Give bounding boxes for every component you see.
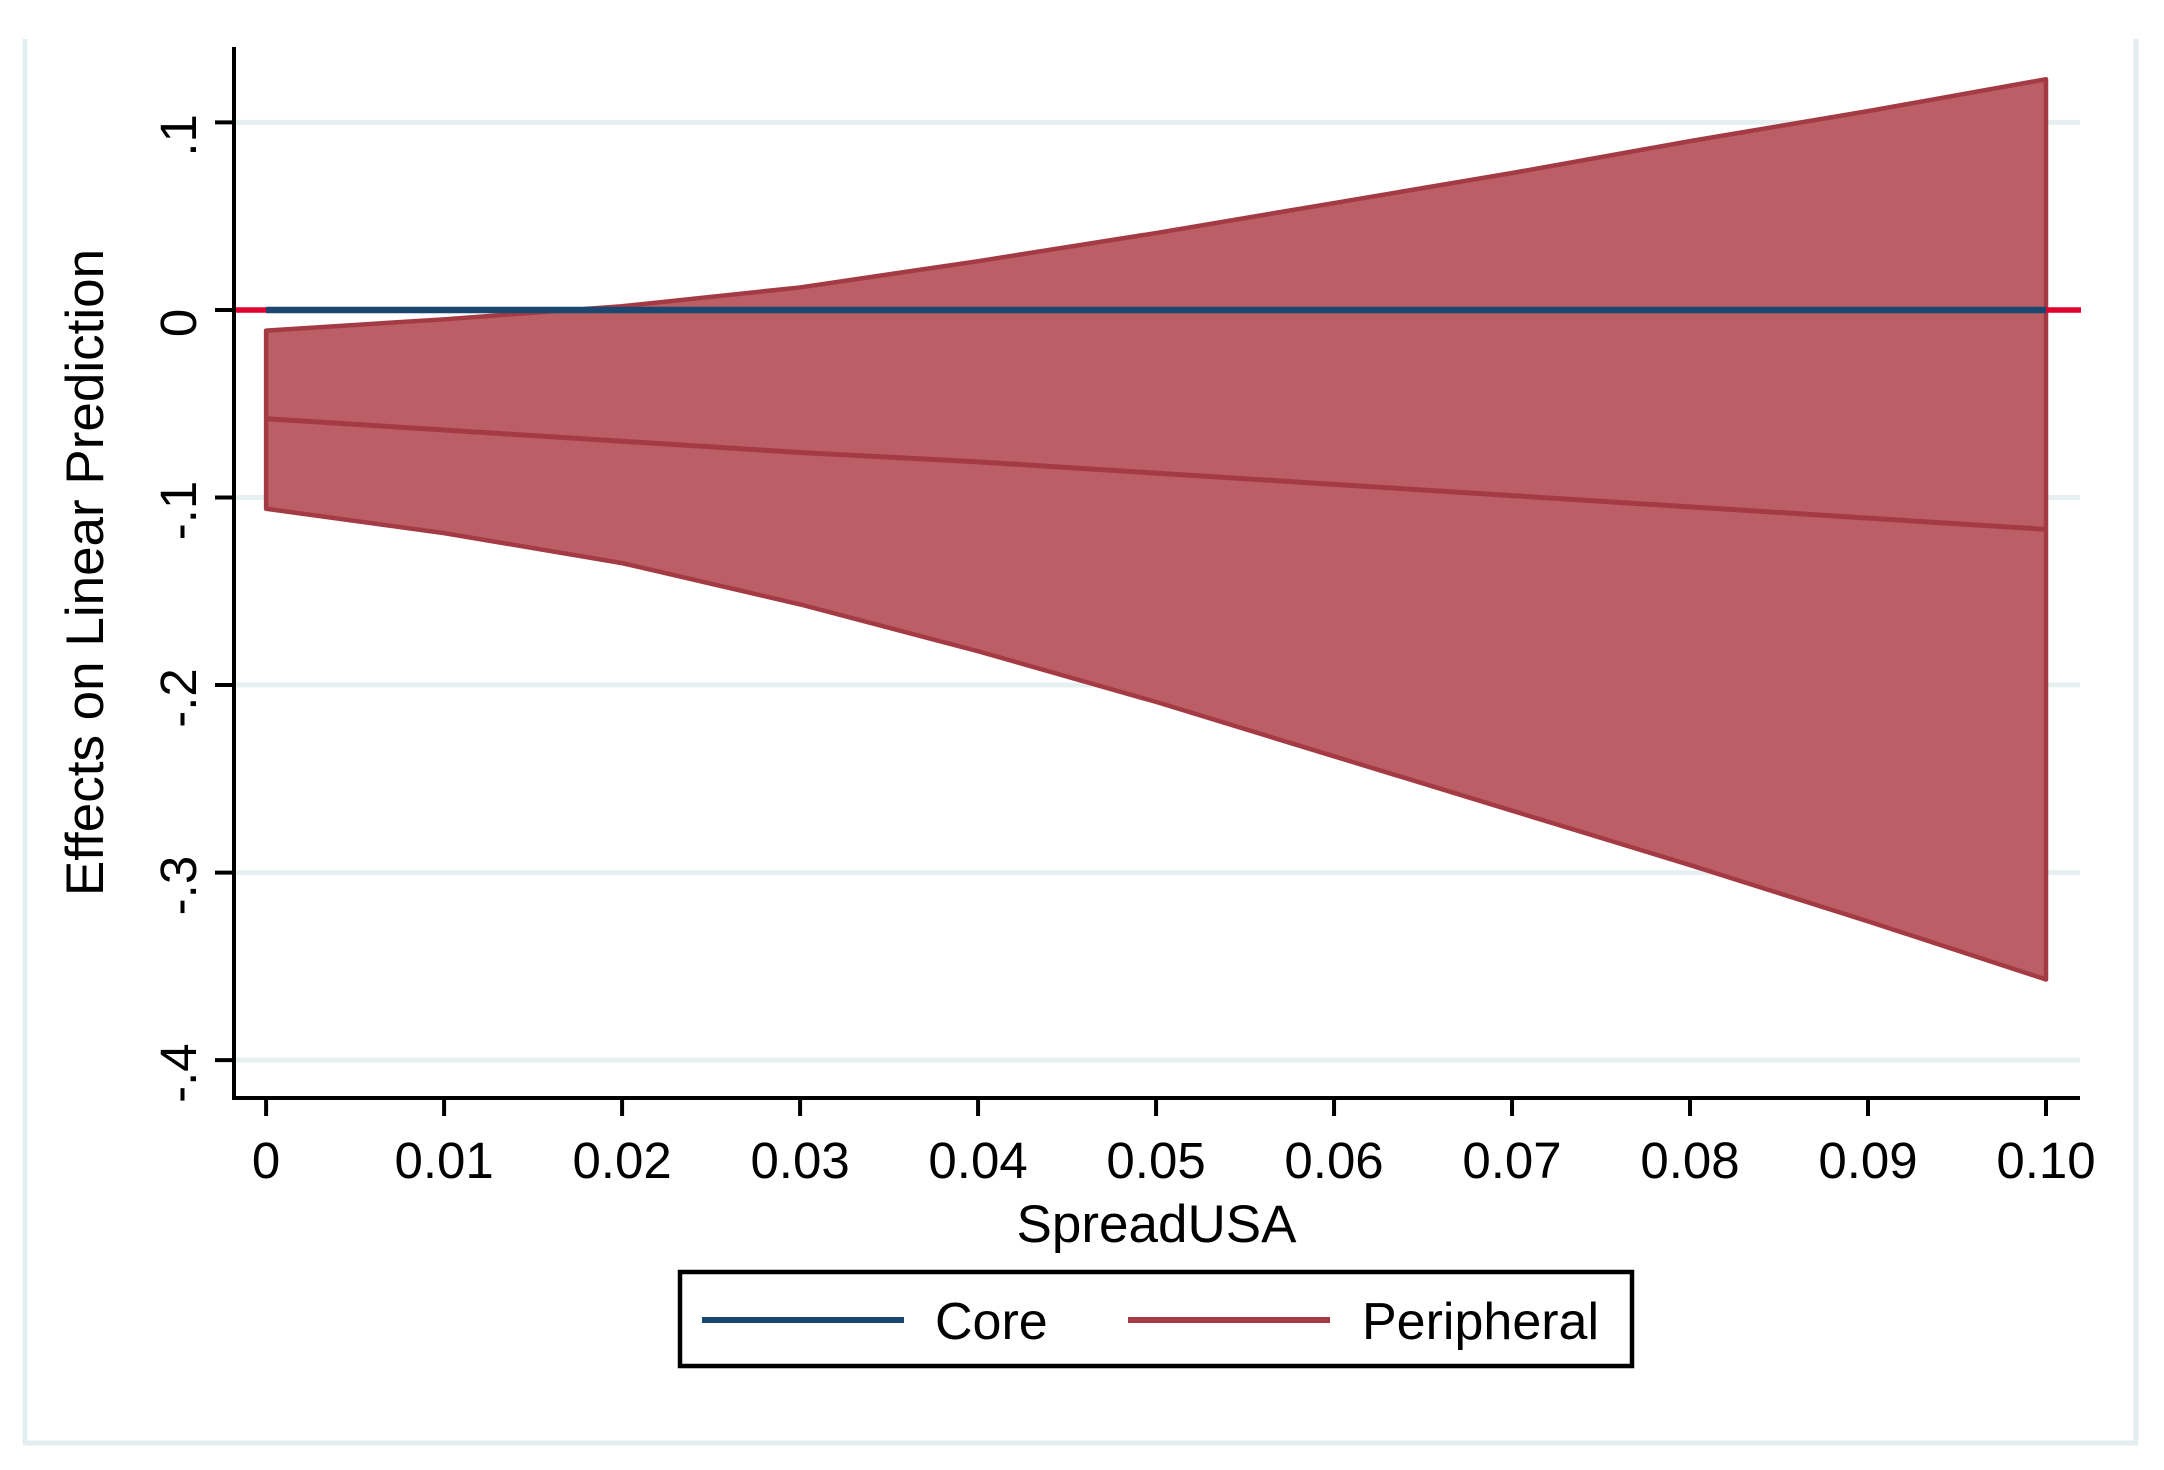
peripheral-ci-band [263, 77, 2049, 982]
x-tick-label: 0.07 [1462, 1132, 1561, 1189]
legend-label-core: Core [935, 1293, 1048, 1351]
x-tick-label: 0.02 [572, 1132, 671, 1189]
y-axis-ticks: .1 0 -.1 -.2 -.3 -.4 [150, 114, 233, 1103]
y-tick-label: -.3 [150, 856, 207, 916]
y-tick-label: .1 [150, 114, 207, 157]
peripheral-line [265, 416, 2047, 532]
x-tick-label: 0.06 [1284, 1132, 1383, 1189]
x-tick-label: 0.09 [1818, 1132, 1917, 1189]
x-tick-label: 0.08 [1640, 1132, 1739, 1189]
x-axis-title: SpreadUSA [1017, 1195, 1298, 1254]
x-tick-label: 0.10 [1996, 1132, 2095, 1189]
y-tick-label: -.4 [150, 1043, 207, 1103]
x-tick-label: 0.01 [394, 1132, 493, 1189]
x-tick-label: 0.04 [928, 1132, 1027, 1189]
x-tick-label: 0 [252, 1132, 280, 1189]
x-axis-ticks: 0 0.01 0.02 0.03 0.04 0.05 0.06 0.07 0.08 0.09 0.1… [252, 1098, 2096, 1189]
legend: Core Peripheral [677, 1269, 1635, 1369]
y-tick-label: -.2 [150, 668, 207, 728]
y-tick-label: 0 [150, 309, 207, 337]
legend-label-peripheral: Peripheral [1362, 1293, 1599, 1351]
x-tick-label: 0.05 [1106, 1132, 1205, 1189]
x-tick-label: 0.03 [750, 1132, 849, 1189]
y-axis-title: Effects on Linear Prediction [56, 249, 115, 896]
y-tick-label: -.1 [150, 481, 207, 541]
